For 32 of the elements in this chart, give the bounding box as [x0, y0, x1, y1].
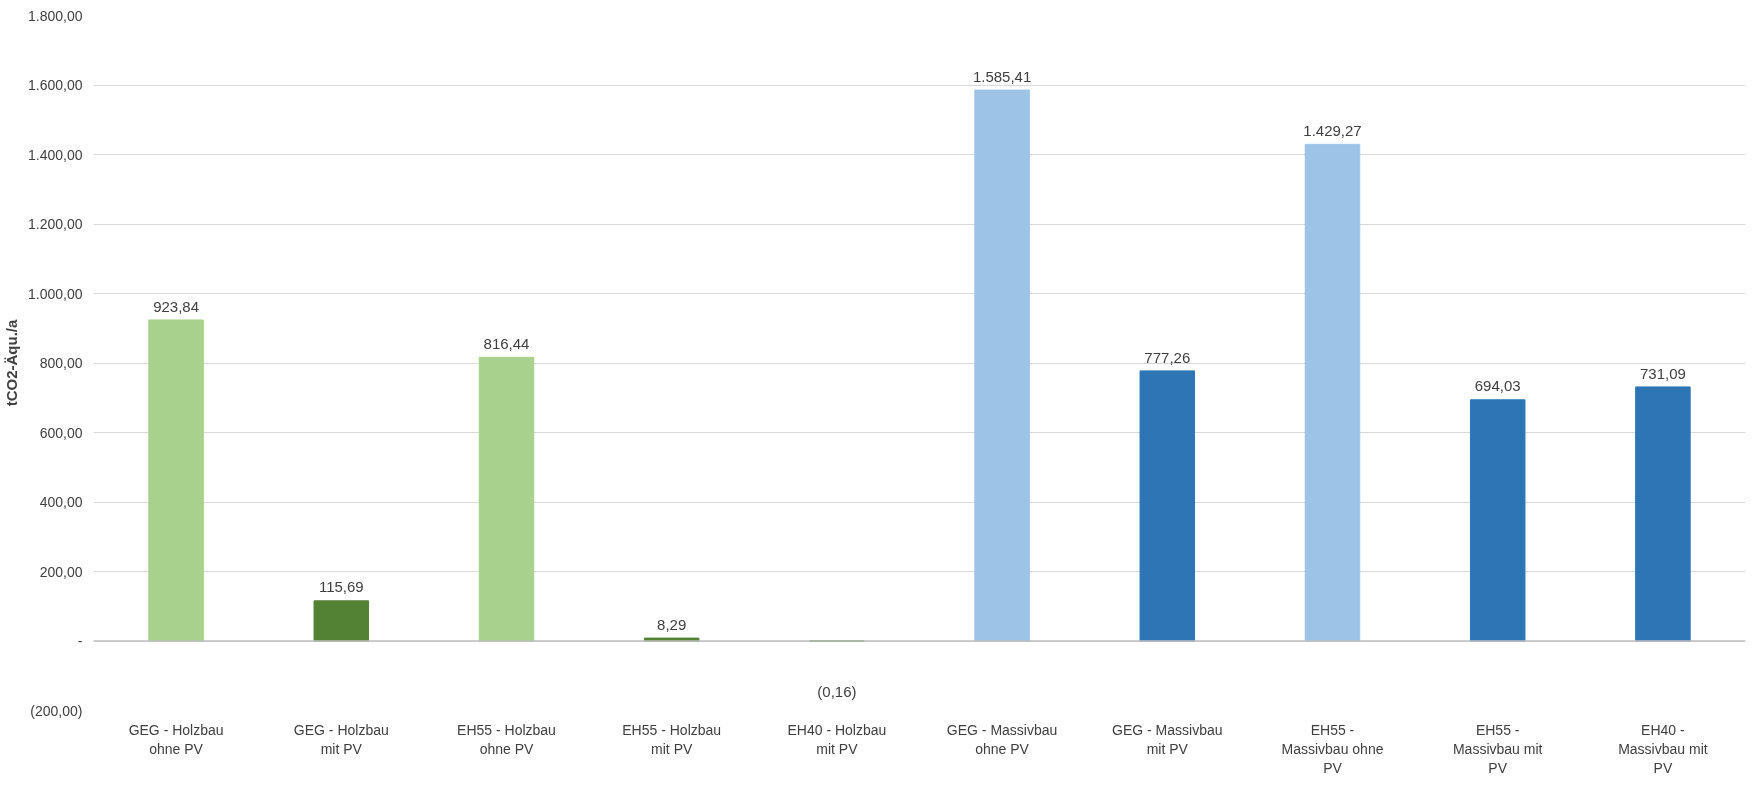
x-tick-label: EH55 - Holzbau mit PV: [622, 721, 722, 757]
x-tick-label: GEG - Holzbau mit PV: [293, 721, 389, 757]
x-tick-label: GEG - Massivbau ohne PV: [946, 721, 1058, 757]
x-tick-label: EH55 - Holzbau ohne PV: [457, 721, 556, 757]
x-tick-label: EH55 - Massivbau ohne PV: [1281, 721, 1384, 776]
data-label: 115,69: [318, 578, 364, 596]
data-label: 923,84: [153, 297, 200, 315]
x-tick-label: EH55 - Massivbau mit PV: [1452, 721, 1543, 776]
data-label: 694,03: [1474, 377, 1521, 395]
data-label: 777,26: [1144, 348, 1191, 366]
y-tick-label: 600,00: [39, 424, 83, 441]
y-tick-label: 1.000,00: [28, 285, 83, 302]
x-tick-label: EH40 - Massivbau mit PV: [1618, 721, 1708, 776]
y-axis-title: tCO2-Äqu./a: [3, 319, 20, 407]
data-label: 731,09: [1639, 364, 1686, 382]
y-tick-label: -: [77, 633, 83, 649]
data-label: 1.585,41: [972, 67, 1032, 85]
y-tick-label: (200,00): [30, 702, 83, 719]
x-tick-label: EH40 - Holzbau mit PV: [787, 721, 887, 757]
y-tick-label: 1.400,00: [28, 146, 83, 163]
y-tick-label: 800,00: [39, 355, 83, 371]
y-tick-label: 1.800,00: [28, 7, 83, 24]
y-tick-label: 1.200,00: [28, 216, 83, 232]
x-tick-label: GEG - Massivbau mit PV: [1112, 721, 1223, 757]
data-label: (0,16): [817, 682, 857, 700]
y-tick-label: 400,00: [39, 494, 83, 510]
data-label: 816,44: [483, 334, 530, 352]
data-label: 8,29: [657, 615, 687, 633]
x-tick-label: GEG - Holzbau ohne PV: [128, 721, 224, 757]
data-label: 1.429,27: [1303, 121, 1362, 139]
y-tick-label: 200,00: [39, 563, 83, 580]
y-tick-label: 1.600,00: [28, 77, 83, 93]
